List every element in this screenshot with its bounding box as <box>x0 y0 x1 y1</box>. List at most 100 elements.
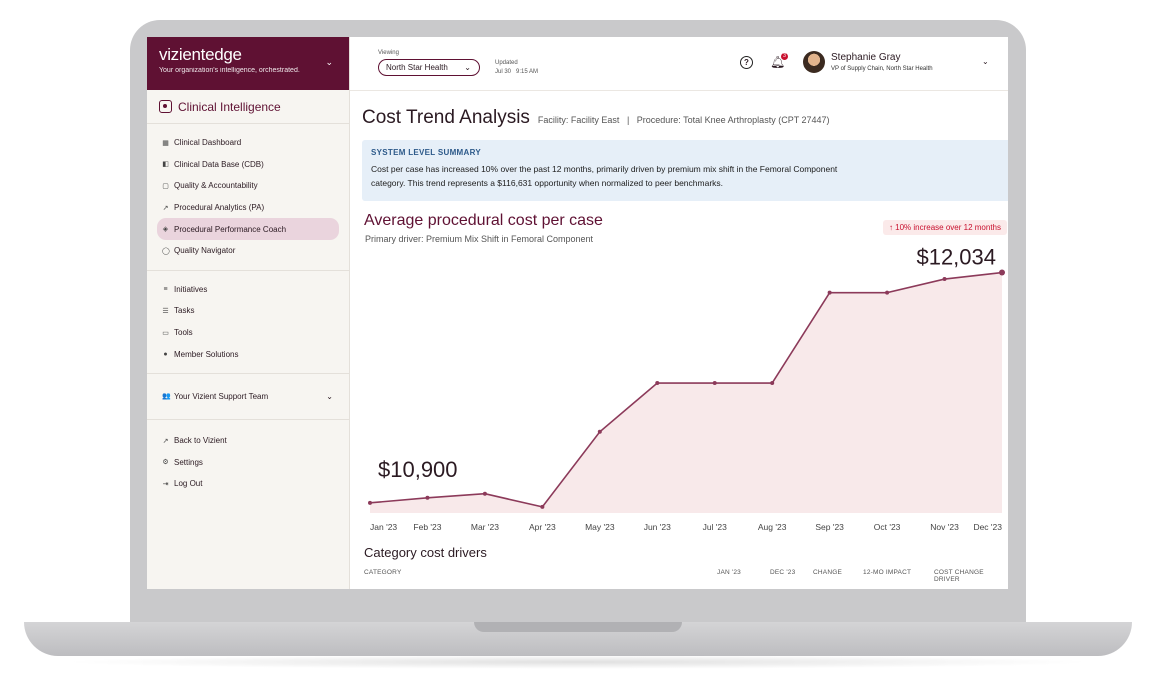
top-bar: Viewing North Star Health ⌄ Updated Jul … <box>350 37 1008 91</box>
chevron-down-icon[interactable]: ⌄ <box>982 57 989 66</box>
x-tick-label: Aug '23 <box>758 522 787 532</box>
chart-point[interactable] <box>368 500 372 505</box>
brand-switcher[interactable]: vizientedge Your organization's intellig… <box>147 37 349 90</box>
x-tick-label: Jul '23 <box>703 522 728 532</box>
sidebar-item-log-out[interactable]: ⇥ Log Out <box>157 473 339 495</box>
x-tick-label: Oct '23 <box>874 522 901 532</box>
main-content: Viewing North Star Health ⌄ Updated Jul … <box>350 37 1008 589</box>
system-summary: SYSTEM LEVEL SUMMARY Cost per case has i… <box>362 140 1008 201</box>
sidebar-item-label: Tools <box>174 328 193 338</box>
chart-point[interactable] <box>425 495 430 500</box>
chart-point[interactable] <box>885 290 890 295</box>
module-header: Clinical Intelligence <box>147 90 349 124</box>
sidebar: vizientedge Your organization's intellig… <box>147 37 350 589</box>
column-header: COST CHANGE DRIVER <box>934 569 984 583</box>
sidebar-item-label: Clinical Data Base (CDB) <box>174 159 264 169</box>
trend-icon: ↗ <box>162 204 169 212</box>
brand-tagline: Your organization's intelligence, orches… <box>159 67 300 74</box>
end-value-label: $12,034 <box>916 245 996 270</box>
brand-logo: vizientedge <box>159 45 242 64</box>
sidebar-item-label: Procedural Analytics (PA) <box>174 203 265 213</box>
module-icon <box>159 100 172 113</box>
user-role: VP of Supply Chain, North Star Health <box>831 66 933 72</box>
chart-point[interactable] <box>942 277 947 282</box>
laptop-notch <box>474 622 682 632</box>
help-icon[interactable]: ? <box>740 56 753 69</box>
gear-icon: ⚙ <box>162 459 169 467</box>
column-header: JAN '23 <box>717 569 741 576</box>
chart-point[interactable] <box>655 381 660 386</box>
sidebar-item-procedural-analytics-pa[interactable]: ↗ Procedural Analytics (PA) <box>157 197 339 219</box>
sidebar-item-back-to-vizient[interactable]: ↗ Back to Vizient <box>157 430 339 452</box>
avatar[interactable] <box>803 51 825 73</box>
viewing-label: Viewing <box>378 50 399 56</box>
team-icon: 👥 <box>162 393 171 401</box>
support-team-toggle[interactable]: 👥 Your Vizient Support Team ⌄ <box>147 374 349 420</box>
chart-area-fill <box>370 272 1002 513</box>
sidebar-item-label: Member Solutions <box>174 349 239 359</box>
user-name[interactable]: Stephanie Gray <box>831 52 901 63</box>
sidebar-item-tools[interactable]: ▭ Tools <box>157 322 339 344</box>
x-tick-label: Sep '23 <box>815 522 844 532</box>
nav-tertiary: ↗ Back to Vizient ⚙ Settings ⇥ Log Out <box>147 420 349 503</box>
column-header: 12-MO IMPACT <box>863 569 912 576</box>
sidebar-item-quality-navigator[interactable]: ◯ Quality Navigator <box>157 240 339 262</box>
logout-icon: ⇥ <box>162 480 169 488</box>
cost-chart-card: Jan '23 Feb '23 Mar '23 Apr '23 May '23 Jun '… <box>362 209 1008 535</box>
nav-secondary: ≡ Initiatives ☰ Tasks ▭ Tools ● Member Solution… <box>147 271 349 374</box>
sidebar-item-initiatives[interactable]: ≡ Initiatives <box>157 279 339 301</box>
external-arrow-icon: ↗ <box>162 437 169 445</box>
sidebar-item-clinical-data-base-cdb[interactable]: ◧ Clinical Data Base (CDB) <box>157 154 339 176</box>
title-row: Cost Trend Analysis Facility: Facility E… <box>362 107 830 129</box>
start-value-label: $10,900 <box>378 457 458 482</box>
app-screen: vizientedge Your organization's intellig… <box>147 37 1008 589</box>
chart-subtitle: Primary driver: Premium Mix Shift in Fem… <box>365 234 594 244</box>
tools-icon: ▭ <box>162 329 169 337</box>
trend-badge: ↑ 10% increase over 12 months <box>882 220 1007 235</box>
chart-point[interactable] <box>482 491 487 496</box>
support-team-label: Your Vizient Support Team <box>174 391 269 401</box>
chart-point[interactable] <box>827 290 832 295</box>
updated-value: Jul 30 9:15 AM <box>495 69 539 75</box>
chart-point[interactable] <box>770 381 775 386</box>
clipboard-icon: ▢ <box>162 182 169 190</box>
sidebar-item-procedural-performance-coach[interactable]: ◈ Procedural Performance Coach <box>157 218 339 240</box>
sidebar-item-label: Log Out <box>174 479 203 489</box>
sidebar-item-quality-accountability[interactable]: ▢ Quality & Accountability <box>157 175 339 197</box>
nav-primary: ▦ Clinical Dashboard ◧ Clinical Data Base (… <box>147 124 349 271</box>
x-tick-label: Mar '23 <box>471 522 499 532</box>
coach-icon: ◈ <box>162 226 169 234</box>
summary-text: Cost per case has increased 10% over the… <box>371 164 838 188</box>
chart-point[interactable] <box>999 269 1005 276</box>
sidebar-item-clinical-dashboard[interactable]: ▦ Clinical Dashboard <box>157 132 339 154</box>
list-icon: ≡ <box>163 285 168 293</box>
facility-select[interactable]: North Star Health ⌄ <box>378 59 480 76</box>
column-header: DEC '23 <box>770 569 796 576</box>
updated-label: Updated <box>495 60 518 66</box>
sidebar-item-settings[interactable]: ⚙ Settings <box>157 452 339 474</box>
category-table-title: Category cost drivers <box>364 545 487 560</box>
support-team-label-wrap: 👥 Your Vizient Support Team <box>162 392 268 401</box>
laptop-shadow <box>60 655 1096 669</box>
x-tick-label: Jun '23 <box>644 522 671 532</box>
chart-point[interactable] <box>597 429 602 434</box>
page-subtitle: Facility: Facility East | Procedure: Tot… <box>537 115 830 125</box>
sidebar-item-label: Settings <box>174 457 203 467</box>
notification-badge: 3 <box>781 53 788 60</box>
chevron-down-icon: ⌄ <box>326 391 333 401</box>
column-header: CATEGORY <box>364 569 402 576</box>
chevron-down-icon: ⌄ <box>464 63 471 72</box>
x-tick-label: Jan '23 <box>370 522 397 532</box>
grid-icon: ▦ <box>162 139 169 147</box>
chevron-down-icon: ⌄ <box>325 57 333 67</box>
x-tick-label: Feb '23 <box>413 522 441 532</box>
sidebar-item-label: Clinical Dashboard <box>174 138 242 148</box>
sidebar-item-tasks[interactable]: ☰ Tasks <box>157 300 339 322</box>
facility-select-value: North Star Health <box>386 63 448 72</box>
chart-point[interactable] <box>540 504 545 509</box>
cost-trend-chart: Jan '23 Feb '23 Mar '23 Apr '23 May '23 Jun '… <box>368 245 1005 532</box>
chart-point[interactable] <box>712 381 717 386</box>
chart-series-line <box>369 271 1003 508</box>
chart-title: Average procedural cost per case <box>364 212 603 229</box>
sidebar-item-member-solutions[interactable]: ● Member Solutions <box>157 343 339 365</box>
